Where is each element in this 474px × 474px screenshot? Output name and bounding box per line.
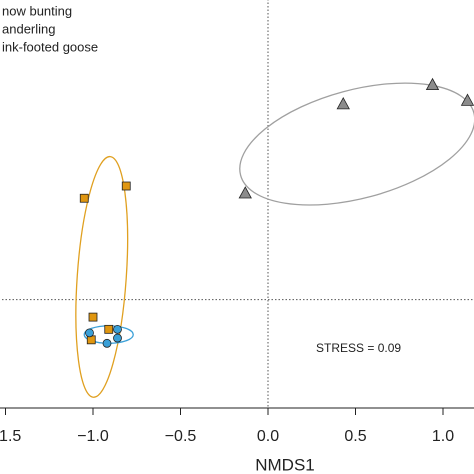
triangle-point — [460, 93, 474, 106]
square-point — [121, 181, 131, 191]
x-axis-label: NMDS1 — [255, 455, 315, 474]
x-tick-label: −1.5 — [0, 428, 21, 445]
stress-annotation: STRESS = 0.09 — [316, 341, 401, 355]
square-point — [88, 312, 98, 322]
square-point — [104, 324, 114, 334]
circle-point — [102, 338, 112, 348]
circle-point — [113, 324, 122, 334]
confidence-ellipse — [239, 82, 474, 206]
legend-label: anderling — [2, 21, 56, 36]
circle-point — [113, 333, 122, 343]
x-tick-label: −1.0 — [77, 428, 109, 445]
x-tick-label: −0.5 — [165, 428, 197, 445]
circle-point — [85, 328, 94, 338]
x-tick-label: 0.5 — [344, 428, 366, 445]
x-tick-label: 1.0 — [432, 428, 454, 445]
plot-frame — [0, 407, 474, 409]
triangle-point — [238, 186, 252, 199]
x-tick-label: 0.0 — [257, 428, 279, 445]
square-point — [79, 193, 89, 203]
legend-label: ink-footed goose — [2, 39, 98, 54]
confidence-ellipse — [75, 155, 129, 398]
legend-label: now bunting — [2, 3, 72, 18]
triangle-point — [336, 97, 350, 110]
triangle-point — [425, 77, 440, 91]
